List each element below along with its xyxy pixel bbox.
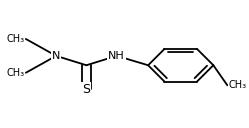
Text: NH: NH bbox=[108, 51, 125, 61]
Text: S: S bbox=[82, 83, 90, 95]
Text: CH₃: CH₃ bbox=[229, 80, 247, 90]
Text: N: N bbox=[52, 51, 60, 61]
Text: CH₃: CH₃ bbox=[6, 68, 25, 78]
Text: CH₃: CH₃ bbox=[6, 34, 25, 44]
